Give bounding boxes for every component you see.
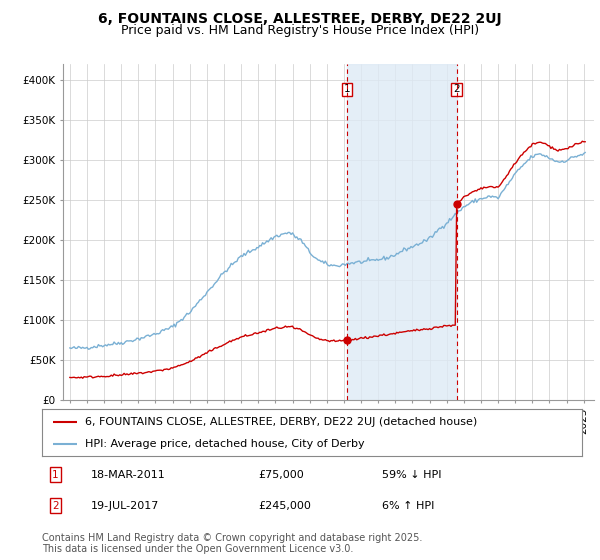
Text: 6% ↑ HPI: 6% ↑ HPI	[382, 501, 434, 511]
Text: 2: 2	[454, 85, 460, 95]
Text: Price paid vs. HM Land Registry's House Price Index (HPI): Price paid vs. HM Land Registry's House …	[121, 24, 479, 36]
Text: 1: 1	[344, 85, 350, 95]
Text: 19-JUL-2017: 19-JUL-2017	[91, 501, 159, 511]
Text: HPI: Average price, detached house, City of Derby: HPI: Average price, detached house, City…	[85, 438, 365, 449]
Text: £245,000: £245,000	[258, 501, 311, 511]
Text: 18-MAR-2011: 18-MAR-2011	[91, 470, 166, 480]
Bar	[347, 64, 457, 400]
Text: 6, FOUNTAINS CLOSE, ALLESTREE, DERBY, DE22 2UJ: 6, FOUNTAINS CLOSE, ALLESTREE, DERBY, DE…	[98, 12, 502, 26]
Text: 2: 2	[52, 501, 59, 511]
Text: 1: 1	[52, 470, 59, 480]
Text: Contains HM Land Registry data © Crown copyright and database right 2025.
This d: Contains HM Land Registry data © Crown c…	[42, 533, 422, 554]
Text: £75,000: £75,000	[258, 470, 304, 480]
Text: 59% ↓ HPI: 59% ↓ HPI	[382, 470, 442, 480]
Text: 6, FOUNTAINS CLOSE, ALLESTREE, DERBY, DE22 2UJ (detached house): 6, FOUNTAINS CLOSE, ALLESTREE, DERBY, DE…	[85, 417, 478, 427]
